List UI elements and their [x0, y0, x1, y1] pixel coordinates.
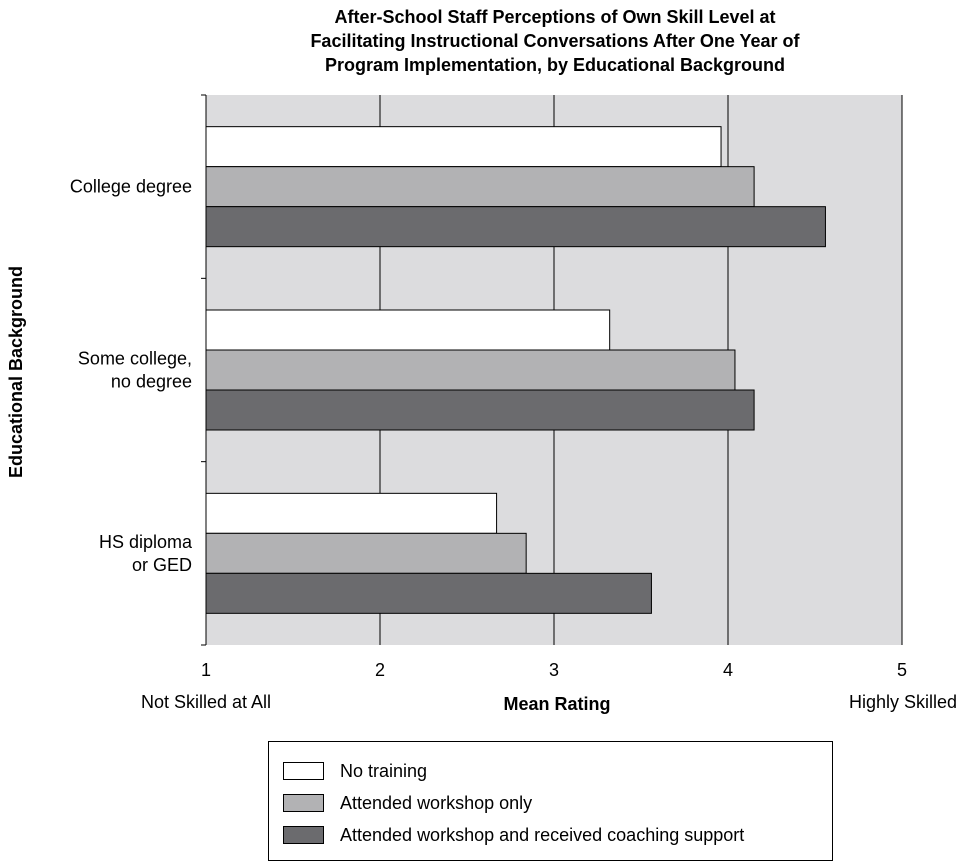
x-tick-label-4: 4 — [723, 660, 733, 680]
x-tick-label-3: 3 — [549, 660, 559, 680]
legend-label-no-training: No training — [340, 760, 428, 781]
x-tick-label-5: 5 — [897, 660, 907, 680]
bar-0-2 — [205, 206, 826, 248]
y-category-label-2: HS diploma or GED — [99, 532, 193, 575]
legend-item-no-training: No training — [283, 760, 427, 782]
bar-2-2 — [205, 572, 652, 614]
bar-2-0 — [205, 492, 498, 534]
bar-0-1 — [205, 166, 755, 208]
y-axis-title: Educational Background — [6, 266, 26, 478]
chart-title: After-School Staff Perceptions of Own Sk… — [310, 7, 800, 75]
x-tick-label-2: 2 — [375, 660, 385, 680]
legend-item-workshop-only: Attended workshop only — [283, 792, 532, 814]
legend-label-workshop-coaching: Attended workshop and received coaching … — [340, 824, 745, 845]
bar-1-0 — [205, 309, 611, 351]
y-category-label-0: College degree — [70, 177, 192, 197]
x-end-label-high: Highly Skilled — [849, 692, 957, 712]
legend: No training Attended workshop only Atten… — [268, 741, 833, 861]
x-end-label-low: Not Skilled at All — [141, 692, 271, 712]
legend-swatch-workshop-coaching — [283, 826, 324, 844]
bar-1-2 — [205, 389, 755, 431]
legend-swatch-workshop-only — [283, 794, 324, 812]
bar-0-0 — [205, 126, 722, 168]
legend-label-workshop-only: Attended workshop only — [340, 792, 533, 813]
bar-1-1 — [205, 349, 736, 391]
y-category-label-1: Some college, no degree — [78, 349, 192, 392]
legend-swatch-no-training — [283, 762, 324, 780]
bar-2-1 — [205, 532, 527, 574]
x-axis-title: Mean Rating — [503, 694, 610, 714]
legend-item-workshop-coaching: Attended workshop and received coaching … — [283, 824, 744, 846]
x-tick-label-1: 1 — [201, 660, 211, 680]
